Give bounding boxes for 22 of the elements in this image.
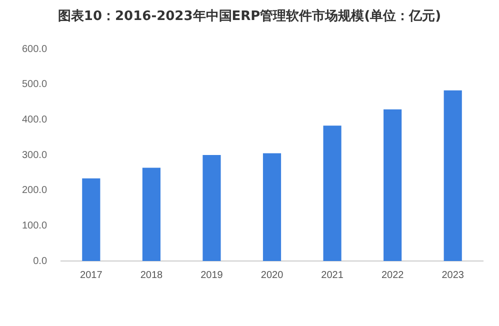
y-tick-label: 300.0 (22, 150, 48, 161)
x-tick-label: 2022 (381, 270, 404, 281)
chart-title: 图表10：2016-2023年中国ERP管理软件市场规模(单位：亿元) (56, 8, 442, 26)
bar (323, 126, 342, 261)
y-tick-label: 400.0 (22, 114, 48, 126)
x-tick-label: 2017 (80, 270, 103, 281)
y-tick-label: 100.0 (22, 220, 48, 232)
bar (82, 178, 100, 261)
bar (202, 155, 221, 261)
x-tick-label: 2020 (260, 270, 284, 281)
bar (444, 90, 462, 261)
y-tick-label: 200.0 (22, 185, 48, 196)
x-tick-label: 2019 (200, 270, 224, 281)
x-tick-label: 2021 (321, 270, 344, 281)
y-tick-label: 500.0 (22, 79, 48, 90)
bar (142, 168, 160, 261)
x-tick-label: 2018 (140, 270, 164, 281)
bar (384, 109, 402, 261)
y-tick-label: 0.0 (33, 256, 48, 267)
bar (262, 153, 282, 261)
y-tick-label: 600.0 (22, 44, 48, 55)
x-tick-label: 2023 (442, 270, 464, 281)
